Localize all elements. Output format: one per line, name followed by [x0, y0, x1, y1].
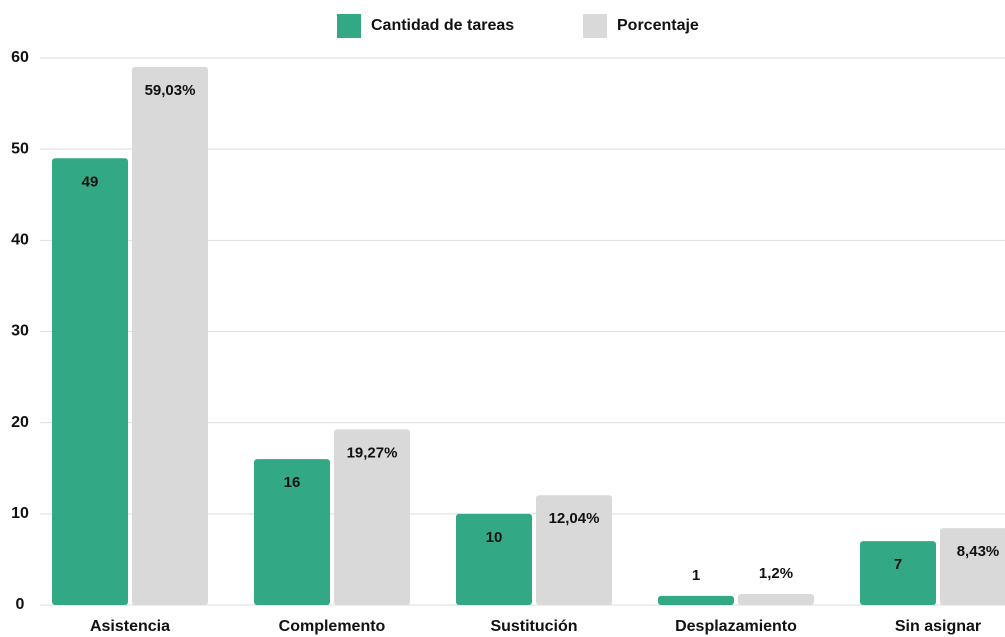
y-tick-label: 40 [11, 232, 29, 249]
data-label: 16 [284, 474, 301, 491]
y-tick-label: 20 [11, 414, 29, 431]
bar [536, 495, 612, 605]
data-label: 19,27% [347, 444, 398, 461]
legend-swatch [583, 14, 607, 38]
y-tick-label: 0 [16, 596, 25, 613]
bar [334, 429, 410, 605]
y-tick-label: 50 [11, 140, 29, 157]
legend-label: Cantidad de tareas [371, 17, 514, 34]
y-tick-label: 30 [11, 323, 29, 340]
data-label: 8,43% [957, 543, 1000, 560]
bar [132, 66, 208, 606]
bar [860, 541, 936, 605]
data-label: 7 [894, 556, 902, 573]
x-tick-label: Sin asignar [895, 618, 981, 635]
bar [658, 595, 734, 605]
y-tick-label: 60 [11, 49, 29, 66]
bar [52, 158, 128, 606]
x-tick-label: Complemento [279, 618, 386, 635]
bar [940, 528, 1005, 605]
data-label: 12,04% [549, 510, 600, 527]
x-tick-label: Sustitución [490, 618, 577, 635]
data-label: 59,03% [145, 82, 196, 99]
data-label: 49 [82, 173, 99, 190]
data-label: 1,2% [759, 565, 793, 582]
data-label: 1 [692, 567, 700, 584]
x-tick-label: Asistencia [90, 618, 170, 635]
data-label: 10 [486, 529, 503, 546]
bar [456, 513, 532, 605]
bar [254, 459, 330, 605]
y-tick-label: 10 [11, 505, 29, 522]
legend-swatch [337, 14, 361, 38]
legend-label: Porcentaje [617, 17, 699, 34]
x-tick-label: Desplazamiento [675, 618, 797, 635]
bar [738, 594, 814, 605]
